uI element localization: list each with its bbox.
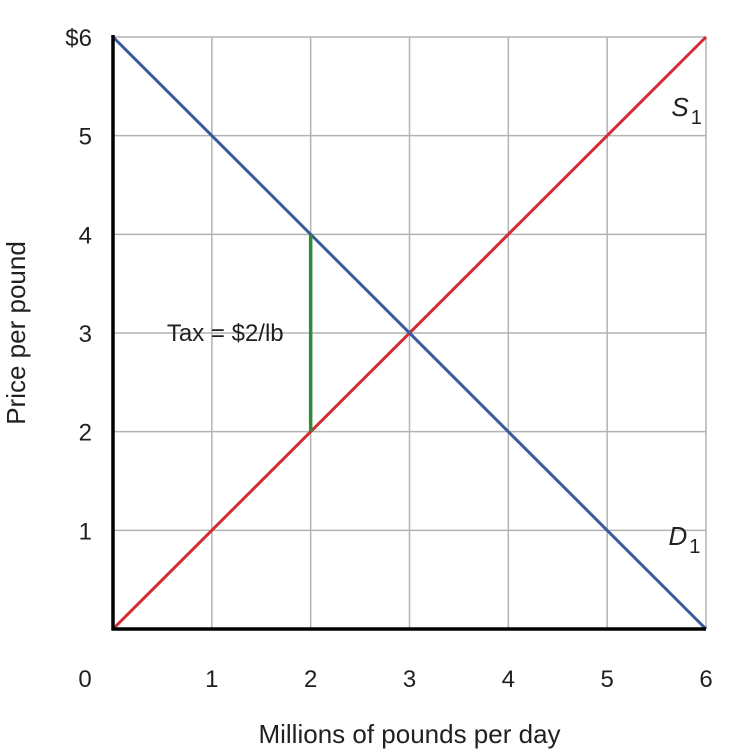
series-D1-line [111, 35, 708, 631]
x-tick-label-1: 1 [205, 666, 218, 693]
y-tick-label-2: 2 [79, 420, 92, 447]
x-tick-label-3: 3 [403, 666, 416, 693]
x-tick-label-5: 5 [600, 666, 613, 693]
x-tick-label-0: 0 [78, 666, 91, 693]
y-tick-label-5: 5 [79, 124, 92, 151]
x-tick-label-6: 6 [699, 666, 712, 693]
x-axis-title: Millions of pounds per day [258, 719, 560, 749]
curves: S 1 D 1 [111, 35, 708, 631]
y-tick-label-1: 1 [79, 518, 92, 545]
tax-annotation: Tax = $2/lb [167, 234, 313, 432]
y-tick-label-3: 3 [79, 321, 92, 348]
tick-labels: 0 1 2 3 4 5 6 1 2 3 4 5 $6 [65, 25, 712, 693]
y-axis-title: Price per pound [1, 241, 31, 425]
tax-label: Tax = $2/lb [167, 320, 284, 347]
y-tick-label-4: 4 [79, 222, 92, 249]
x-tick-label-4: 4 [502, 666, 515, 693]
x-tick-label-2: 2 [304, 666, 317, 693]
axes [111, 35, 706, 631]
y-tick-label-6: $6 [65, 25, 92, 52]
